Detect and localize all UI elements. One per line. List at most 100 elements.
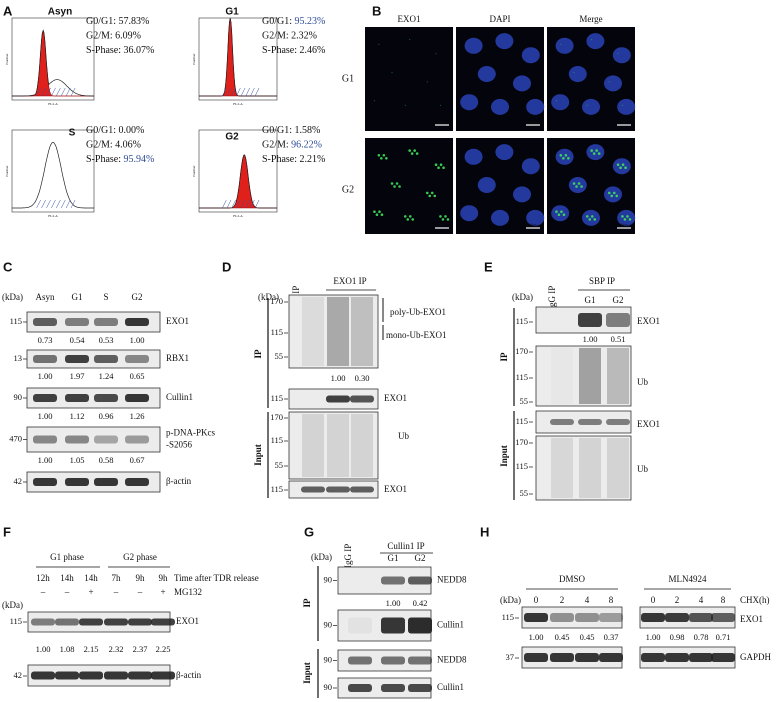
rule bbox=[240, 199, 246, 209]
blot-label: EXO1 bbox=[384, 393, 407, 403]
lane-label: IgG IP bbox=[547, 286, 557, 310]
nucleus bbox=[582, 98, 600, 115]
lane-label: 0 bbox=[534, 595, 539, 605]
exo1-foci bbox=[588, 218, 592, 221]
histogram-outline bbox=[12, 142, 94, 209]
lane-label: 7h bbox=[112, 573, 122, 583]
stat-label: G0/G1: bbox=[262, 16, 292, 27]
band bbox=[33, 318, 57, 326]
quantification: 0.98 bbox=[670, 632, 685, 642]
stat-value: 2.21% bbox=[300, 154, 326, 165]
exo1-foci bbox=[621, 163, 625, 166]
rule bbox=[240, 87, 246, 97]
nucleus bbox=[568, 177, 587, 193]
stat-value: 96.22% bbox=[291, 140, 322, 151]
rule bbox=[46, 199, 51, 209]
smear bbox=[351, 414, 373, 477]
nucleus bbox=[586, 144, 605, 161]
unit: (kDa) bbox=[500, 595, 521, 605]
axis-label: Number bbox=[5, 164, 9, 176]
band bbox=[33, 478, 57, 486]
band bbox=[65, 355, 89, 363]
exo1-foci bbox=[413, 149, 416, 152]
quantification: 1.00 bbox=[130, 335, 145, 345]
band bbox=[689, 613, 713, 622]
row-label: CHX(h) bbox=[740, 595, 770, 605]
band bbox=[125, 478, 149, 486]
group-label: SBP IP bbox=[589, 276, 615, 286]
nucleus bbox=[521, 47, 540, 64]
kda-marker: 37 bbox=[506, 652, 515, 662]
quantification: 0.78 bbox=[694, 632, 709, 642]
exo1-foci bbox=[403, 215, 407, 218]
nucleus bbox=[491, 98, 509, 115]
axis-label: Number bbox=[192, 164, 196, 176]
quantification: 0.58 bbox=[99, 455, 114, 465]
kda-marker: 170 bbox=[270, 412, 283, 422]
exo1-foci bbox=[395, 182, 399, 185]
band bbox=[606, 313, 630, 327]
scale-bar-label: 20μm bbox=[621, 223, 629, 227]
nucleus bbox=[551, 94, 570, 111]
lane-label: – bbox=[64, 587, 70, 597]
axis-label: FL2-A bbox=[48, 102, 58, 106]
quantification: 1.00 bbox=[38, 371, 53, 381]
rule bbox=[254, 199, 260, 209]
section-label: IP bbox=[302, 598, 312, 608]
smear bbox=[579, 438, 601, 498]
kda-marker: 170 bbox=[515, 437, 528, 447]
band bbox=[33, 435, 57, 444]
rule bbox=[70, 87, 76, 97]
quantification: 0.51 bbox=[611, 334, 626, 344]
exo1-foci bbox=[607, 191, 611, 195]
rule bbox=[231, 87, 236, 97]
kda-marker: 115 bbox=[516, 372, 528, 382]
stat-value: 4.06% bbox=[115, 140, 141, 151]
band bbox=[33, 355, 57, 363]
stat-label: G0/G1: bbox=[86, 125, 116, 136]
quantification: 1.00 bbox=[38, 455, 53, 465]
stat: G2/M: 2.32% bbox=[262, 31, 317, 42]
band bbox=[94, 318, 118, 326]
rule bbox=[226, 87, 232, 97]
stat: G0/G1: 95.23% bbox=[262, 16, 325, 27]
lane-label: + bbox=[88, 587, 93, 597]
lane-label: – bbox=[40, 587, 46, 597]
stat: G2/M: 6.09% bbox=[86, 31, 141, 42]
scale-bar-label: 20μm bbox=[439, 120, 447, 124]
rule bbox=[250, 199, 255, 209]
exo1-foci bbox=[555, 210, 558, 213]
quantification: 0.45 bbox=[555, 632, 570, 642]
nucleus bbox=[568, 66, 587, 82]
kda-marker: 115 bbox=[271, 484, 283, 494]
exo1-foci bbox=[564, 154, 568, 157]
quantification: 1.00 bbox=[36, 644, 51, 654]
lane-label: Asyn bbox=[35, 292, 55, 302]
rule bbox=[65, 199, 71, 209]
band bbox=[350, 486, 374, 493]
band bbox=[381, 656, 405, 665]
band bbox=[665, 653, 689, 662]
quantification: 1.00 bbox=[38, 411, 53, 421]
exo1-foci bbox=[408, 215, 412, 218]
axis-label: Number bbox=[192, 52, 196, 64]
kda-marker: 90 bbox=[14, 392, 23, 402]
exo1-foci bbox=[382, 154, 386, 157]
quantification: 1.00 bbox=[646, 632, 661, 642]
quantification: 0.96 bbox=[99, 411, 114, 421]
band bbox=[151, 618, 175, 626]
rule bbox=[222, 87, 227, 97]
exo1-foci bbox=[590, 215, 594, 218]
nucleus bbox=[555, 37, 574, 54]
rule bbox=[236, 199, 241, 209]
lane-label: S bbox=[103, 292, 108, 302]
nucleus bbox=[582, 209, 600, 226]
band bbox=[408, 684, 432, 692]
band bbox=[94, 435, 118, 444]
exo1-foci bbox=[624, 166, 627, 169]
quantification: 0.65 bbox=[130, 371, 145, 381]
group-label: Cullin1 IP bbox=[387, 541, 424, 551]
lane-label: 9h bbox=[159, 573, 169, 583]
blot-label: GAPDH bbox=[740, 652, 772, 662]
stat: S-Phase: 2.21% bbox=[262, 154, 325, 165]
